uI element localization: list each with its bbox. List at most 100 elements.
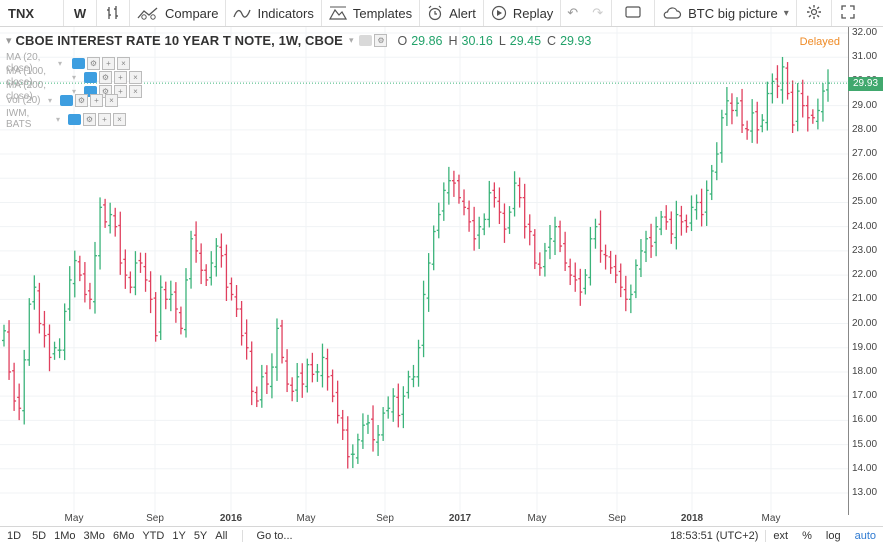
eye-icon[interactable] [84,71,98,83]
ohlc-bar [800,79,805,118]
settings-small-icon[interactable]: ⚙ [99,70,113,84]
settings-small-icon[interactable]: ⚙ [75,94,89,107]
close-icon[interactable]: × [117,56,131,70]
range-5d[interactable]: 5D [32,529,47,542]
ohlc-bar [492,182,497,208]
ohlc-bar [689,195,694,232]
clock-time[interactable]: 18:53:51 (UTC+2) [663,529,767,542]
chevron-down-icon[interactable]: ▾ [348,35,354,45]
settings-small-icon[interactable]: ⚙ [87,56,101,70]
ohlc-bar [123,249,128,289]
ohlc-bar [709,164,714,201]
compare-icon [137,6,159,20]
ohlc-bar [244,319,249,360]
chevron-down-icon[interactable]: ▾ [48,96,53,105]
ohlc-bar [805,95,810,132]
range-1d[interactable]: 1D [7,529,22,542]
ohlc-bar [360,413,365,449]
settings-small-icon[interactable]: ⚙ [83,112,97,126]
add-icon[interactable]: + [102,56,116,70]
add-icon[interactable]: + [114,70,128,84]
fullscreen-layout-button[interactable] [612,0,656,26]
range-1mo[interactable]: 1Mo [54,529,76,542]
close-value: 29.93 [560,33,592,48]
chevron-down-icon[interactable]: ▾ [72,86,77,96]
ohlc-bar [199,243,204,285]
price-chart[interactable] [0,27,883,517]
settings-small-icon[interactable]: ⚙ [374,34,388,47]
ohlc-bar [280,319,285,364]
add-icon[interactable]: + [98,112,112,126]
eye-icon[interactable] [60,95,74,106]
range-6mo[interactable]: 6Mo [112,529,135,542]
log-toggle[interactable]: log [825,529,841,542]
chart-style-button[interactable] [97,0,130,26]
chevron-down-icon[interactable]: ▾ [72,72,77,82]
goto-button[interactable]: Go to... [241,529,300,542]
ohlc-bar [558,220,563,253]
ohlc-bar [350,444,355,469]
eye-icon[interactable] [84,85,98,97]
layout-button[interactable]: BTC big picture ▾ [655,0,797,26]
indicators-label: Indicators [257,5,314,21]
ohlc-bar [340,409,345,440]
eye-icon[interactable] [359,35,373,46]
ohlc-bar [820,83,825,122]
fullscreen-button[interactable] [832,0,864,26]
low-value: 29.45 [509,33,542,48]
indicators-button[interactable]: Indicators [226,0,322,26]
indicator-ma20[interactable]: MA (20, close) ▾ ⚙ + × [6,52,131,74]
indicator-iwm[interactable]: IWM, BATS ▾ ⚙ + × [6,108,127,130]
range-5y[interactable]: 5Y [193,529,208,542]
ohlc-bar [795,83,800,132]
redo-button[interactable]: ↷ [584,0,613,26]
percent-toggle[interactable]: % [802,529,812,542]
range-3mo[interactable]: 3Mo [83,529,105,542]
compare-button[interactable]: Compare [130,0,227,26]
chevron-down-icon[interactable]: ▾ [56,114,61,124]
indicator-label: IWM, BATS [6,108,32,130]
templates-button[interactable]: Templates [322,0,421,26]
eye-icon[interactable] [72,57,86,69]
ext-toggle[interactable]: ext [773,529,789,542]
indicator-ma100[interactable]: MA (100, close) ▾ ⚙ + × [6,66,143,88]
symbol-search[interactable]: TNX [0,0,64,26]
settings-button[interactable] [797,0,832,26]
indicator-ma200[interactable]: MA (200, close) ▾ ⚙ + × [6,80,143,102]
collapse-arrow-icon[interactable]: ▾ [6,35,12,47]
time-tick-label: May [761,513,781,524]
replay-button[interactable]: Replay [484,0,562,26]
ohlc-bar [826,69,830,102]
auto-toggle[interactable]: auto [854,529,876,542]
ohlc-bar [704,180,709,226]
ohlc-bar [300,363,305,398]
ohlc-bar [158,275,163,340]
rectangle-icon [625,5,641,21]
range-all[interactable]: All [215,529,228,542]
range-ytd[interactable]: YTD [142,529,165,542]
ohlc-bar [269,353,274,399]
ohlc-bar [98,197,103,270]
ohlc-bar [249,341,254,406]
ohlc-bar [168,280,173,312]
chevron-down-icon[interactable]: ▾ [58,58,63,68]
indicators-icon [233,7,252,19]
close-icon[interactable]: × [129,70,143,84]
ohlc-bar [431,225,436,271]
range-1y[interactable]: 1Y [172,529,186,542]
indicator-volume[interactable]: Vol (20) ▾ ⚙ + × [6,94,119,107]
add-icon[interactable]: + [90,94,104,107]
close-icon[interactable]: × [105,94,119,107]
ohlc-bar [694,194,699,220]
undo-icon: ↶ [567,5,579,20]
ohlc-bar [224,244,229,302]
eye-icon[interactable] [68,113,82,125]
ohlc-bar [2,324,6,347]
undo-button[interactable]: ↶ [561,0,584,26]
interval-button[interactable]: W [64,0,97,26]
close-icon[interactable]: × [113,112,127,126]
alert-button[interactable]: Alert [420,0,484,26]
close-icon[interactable]: × [129,84,143,98]
ohlc-bar [542,242,547,277]
price-scale[interactable] [848,27,883,515]
